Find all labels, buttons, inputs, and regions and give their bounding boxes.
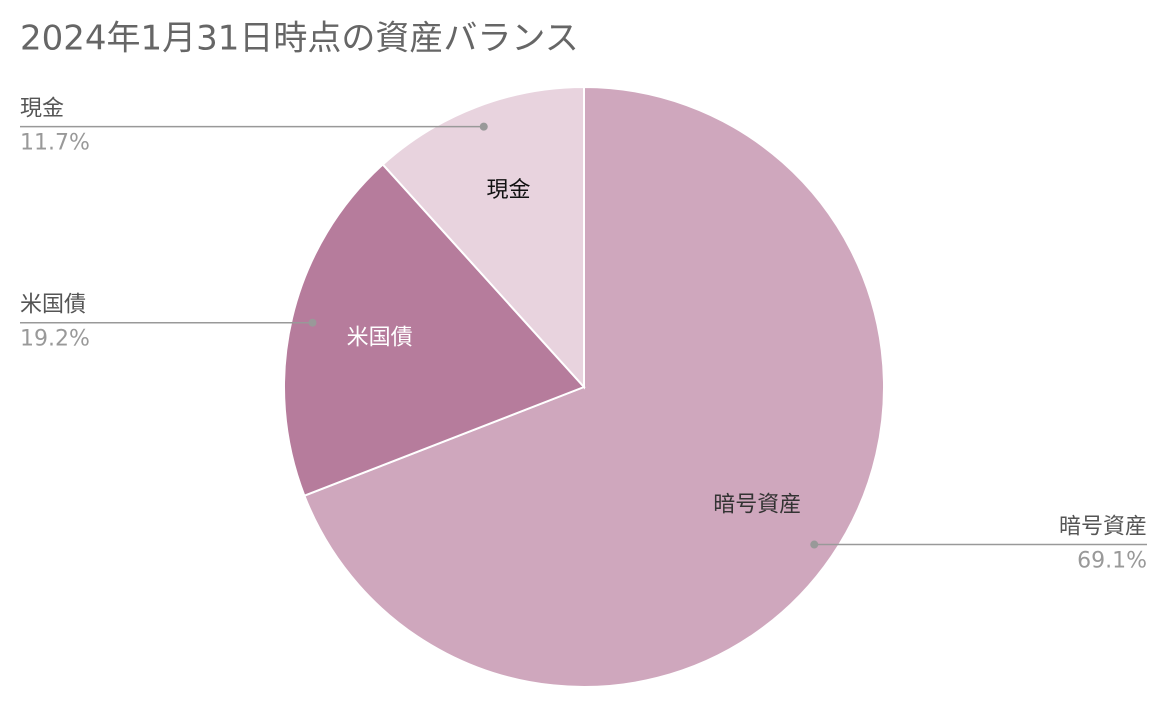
callout-dot [810, 540, 819, 549]
callout-dot [308, 318, 317, 327]
pie-slice [283, 163, 586, 497]
pie-slice [381, 85, 585, 390]
slice-label: 暗号資産 [713, 493, 801, 518]
callout-name: 米国債 [20, 293, 86, 318]
slice-label: 米国債 [347, 326, 413, 351]
pie-slice [303, 85, 885, 688]
callout-name: 現金 [20, 97, 64, 122]
chart-title: 2024年1月31日時点の資産バランス [20, 19, 579, 59]
callout-value: 19.2% [20, 327, 90, 352]
callout-value: 11.7% [20, 131, 90, 156]
callout-dot [479, 122, 488, 131]
callout-name: 暗号資産 [1059, 515, 1147, 540]
slice-label: 現金 [487, 178, 531, 203]
callout-value: 69.1% [1077, 549, 1147, 574]
